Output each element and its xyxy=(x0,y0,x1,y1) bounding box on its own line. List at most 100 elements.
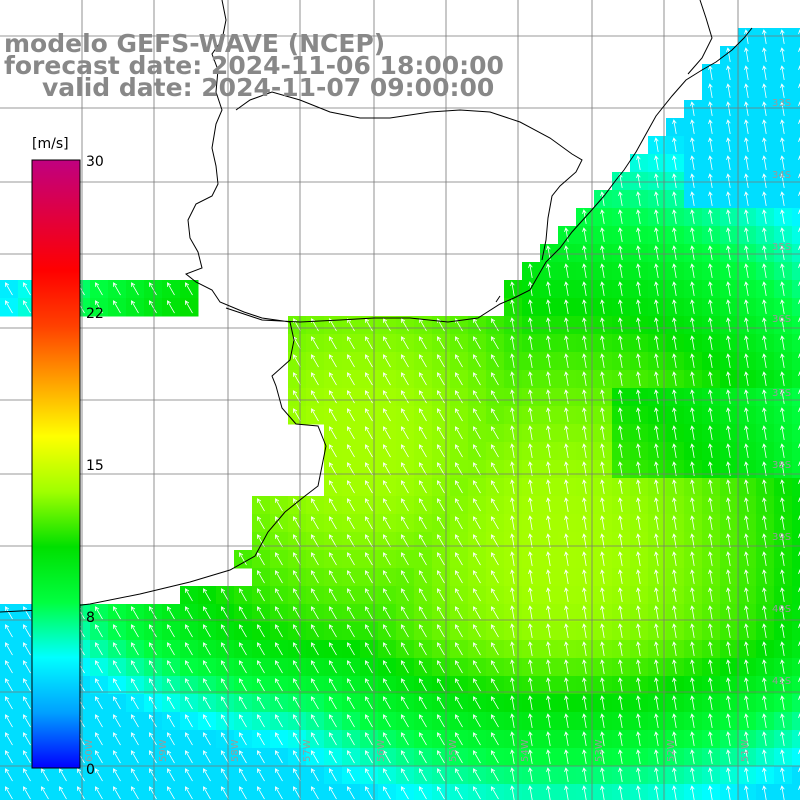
wind-arrow xyxy=(672,371,677,386)
wind-arrow xyxy=(546,623,551,638)
wind-arrow xyxy=(744,281,749,296)
wind-arrow xyxy=(564,389,569,404)
wind-arrow xyxy=(708,695,713,710)
wind-cell xyxy=(792,424,800,443)
wind-arrow xyxy=(401,750,409,764)
wind-arrow xyxy=(618,299,623,314)
wind-arrow xyxy=(582,587,587,602)
wind-arrow xyxy=(528,749,533,764)
wind-arrow xyxy=(167,642,175,656)
wind-cell xyxy=(792,406,800,425)
wind-cell xyxy=(792,388,800,407)
wind-arrow xyxy=(257,786,265,800)
wind-arrow xyxy=(726,767,731,782)
wind-arrow xyxy=(528,443,533,458)
wind-arrow xyxy=(582,389,587,404)
wind-arrow xyxy=(546,515,551,530)
wind-arrow xyxy=(762,605,767,620)
wind-arrow xyxy=(365,354,373,368)
wind-arrow xyxy=(419,678,427,692)
wind-cell xyxy=(792,766,800,785)
wind-arrow xyxy=(726,749,731,764)
wind-arrow xyxy=(23,660,31,674)
wind-arrow xyxy=(708,623,713,638)
wind-arrow xyxy=(95,678,103,692)
wind-arrow xyxy=(491,408,499,422)
wind-cell xyxy=(792,784,800,800)
wind-arrow xyxy=(636,479,641,494)
wind-arrow xyxy=(293,408,301,422)
wind-arrow xyxy=(762,785,767,800)
wind-arrow xyxy=(672,479,677,494)
wind-arrow xyxy=(672,137,677,152)
wind-arrow xyxy=(257,606,265,620)
wind-arrow xyxy=(744,713,749,728)
wind-arrow xyxy=(528,425,533,440)
wind-arrow xyxy=(744,317,749,332)
wind-arrow xyxy=(780,173,785,188)
wind-arrow xyxy=(744,767,749,782)
lon-label-60w: 60W xyxy=(84,739,95,762)
wind-arrow xyxy=(113,282,121,296)
wind-arrow xyxy=(473,336,481,350)
wind-arrow xyxy=(329,480,337,494)
wind-arrow xyxy=(113,768,121,782)
wind-arrow xyxy=(347,426,355,440)
wind-arrow xyxy=(618,767,623,782)
wind-arrow xyxy=(672,641,677,656)
wind-arrow xyxy=(708,605,713,620)
wind-arrow xyxy=(744,371,749,386)
wind-arrow xyxy=(473,372,481,386)
wind-arrow xyxy=(239,588,247,602)
wind-arrow xyxy=(636,623,641,638)
wind-arrow xyxy=(491,624,499,638)
wind-arrow xyxy=(419,426,427,440)
wind-arrow xyxy=(293,588,301,602)
wind-arrow xyxy=(762,227,767,242)
wind-arrow xyxy=(401,552,409,566)
forecast-date: forecast date: 2024-11-06 18:00:00 xyxy=(4,51,504,80)
wind-arrow xyxy=(744,173,749,188)
wind-arrow xyxy=(401,534,409,548)
wind-arrow xyxy=(708,659,713,674)
wind-arrow xyxy=(383,480,391,494)
wind-arrow xyxy=(546,605,551,620)
wind-arrow xyxy=(437,642,445,656)
wind-arrow xyxy=(618,641,623,656)
wind-arrow xyxy=(744,623,749,638)
wind-arrow xyxy=(491,552,499,566)
wind-arrow xyxy=(546,713,551,728)
wind-arrow xyxy=(257,570,265,584)
wind-arrow xyxy=(167,282,175,296)
wind-cell xyxy=(792,568,800,587)
wind-arrow xyxy=(131,732,139,746)
wind-arrow xyxy=(5,660,13,674)
wind-arrow xyxy=(149,300,157,314)
wind-arrow xyxy=(95,624,103,638)
wind-arrow xyxy=(618,425,623,440)
wind-arrow xyxy=(762,317,767,332)
wind-arrow xyxy=(528,569,533,584)
wind-arrow xyxy=(203,606,211,620)
wind-arrow xyxy=(690,767,695,782)
wind-arrow xyxy=(275,498,283,512)
wind-arrow xyxy=(762,371,767,386)
wind-arrow xyxy=(582,677,587,692)
wind-arrow xyxy=(636,677,641,692)
wind-cell xyxy=(576,784,595,800)
wind-arrow xyxy=(491,336,499,350)
wind-arrow xyxy=(293,552,301,566)
wind-arrow xyxy=(780,47,785,62)
wind-arrow xyxy=(491,678,499,692)
wind-arrow xyxy=(618,245,623,260)
wind-arrow xyxy=(528,353,533,368)
wind-arrow xyxy=(708,389,713,404)
wind-arrow xyxy=(708,641,713,656)
wind-arrow xyxy=(419,552,427,566)
wind-arrow xyxy=(726,353,731,368)
wind-arrow xyxy=(744,587,749,602)
wind-arrow xyxy=(347,372,355,386)
wind-arrow xyxy=(636,299,641,314)
wind-arrow xyxy=(780,245,785,260)
